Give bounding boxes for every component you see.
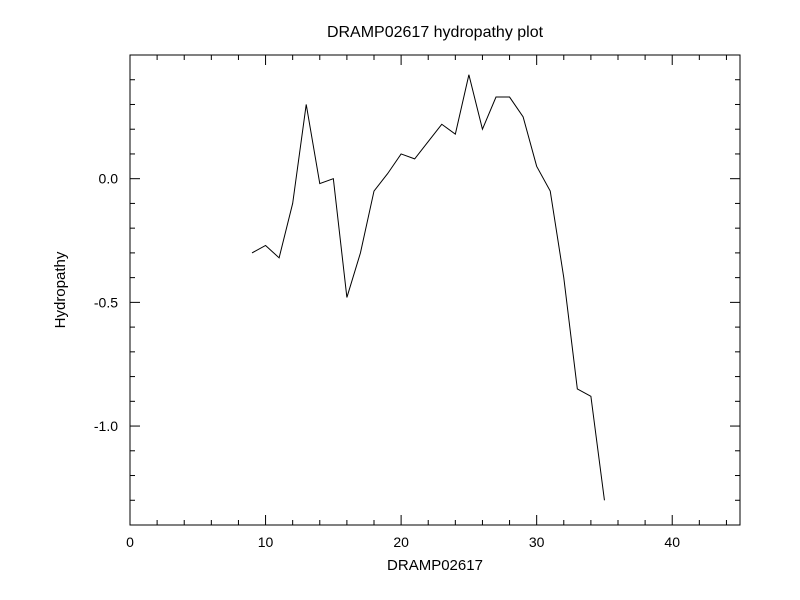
chart-svg: 0 10 20 30 40 -1.0 -0.5 0.0 DRAMP02617 hydropath…	[0, 0, 800, 600]
plot-box	[130, 55, 740, 525]
x-tick-label: 30	[529, 534, 545, 550]
hydropathy-line	[252, 75, 604, 500]
x-tick-label: 20	[393, 534, 409, 550]
y-axis-label: Hydropathy	[52, 251, 69, 328]
x-tick-label: 40	[664, 534, 680, 550]
chart-title: DRAMP02617 hydropathy plot	[327, 24, 544, 41]
y-tick-label: -0.5	[94, 294, 118, 310]
hydropathy-chart: 0 10 20 30 40 -1.0 -0.5 0.0 DRAMP02617 hydropath…	[0, 0, 800, 600]
x-tick-label: 0	[126, 534, 134, 550]
y-tick-label: 0.0	[99, 171, 119, 187]
x-axis-label: DRAMP02617	[387, 557, 483, 574]
y-tick-label: -1.0	[94, 418, 118, 434]
x-tick-label: 10	[258, 534, 274, 550]
